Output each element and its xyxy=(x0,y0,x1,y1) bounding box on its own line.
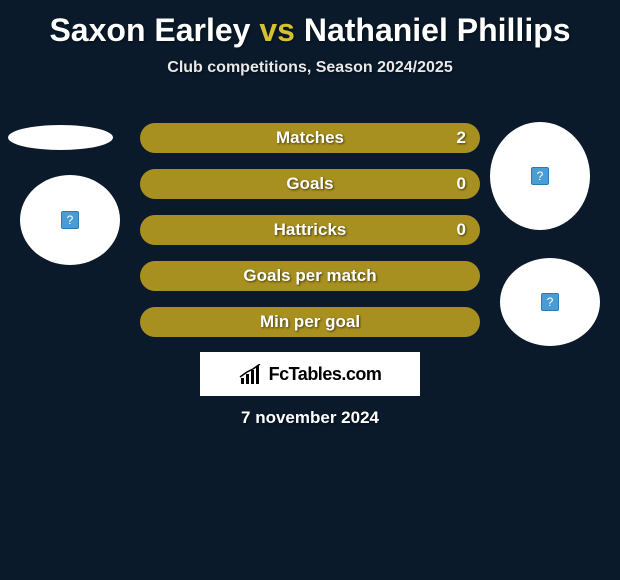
stat-label: Goals per match xyxy=(243,266,376,286)
logo-text: FcTables.com xyxy=(269,364,382,385)
date-text: 7 november 2024 xyxy=(0,408,620,428)
stat-row-hattricks: Hattricks 0 xyxy=(140,215,480,245)
stat-label: Min per goal xyxy=(260,312,360,332)
bar-chart-icon xyxy=(239,364,263,384)
stat-value: 2 xyxy=(457,128,466,148)
player2-avatar-circle: ? xyxy=(490,122,590,230)
image-placeholder-icon: ? xyxy=(541,293,559,311)
fctables-logo[interactable]: FcTables.com xyxy=(200,352,420,396)
stat-value: 0 xyxy=(457,220,466,240)
stat-value: 0 xyxy=(457,174,466,194)
player1-avatar-circle: ? xyxy=(20,175,120,265)
subtitle: Club competitions, Season 2024/2025 xyxy=(0,59,620,77)
stat-label: Goals xyxy=(286,174,333,194)
player1-name: Saxon Earley xyxy=(49,12,250,48)
stat-label: Hattricks xyxy=(274,220,347,240)
stat-row-goals-per-match: Goals per match xyxy=(140,261,480,291)
stat-row-matches: Matches 2 xyxy=(140,123,480,153)
comparison-title: Saxon Earley vs Nathaniel Phillips xyxy=(0,0,620,49)
image-placeholder-icon: ? xyxy=(61,211,79,229)
vs-text: vs xyxy=(259,12,295,48)
stats-container: Matches 2 Goals 0 Hattricks 0 Goals per … xyxy=(140,123,480,353)
player2-name: Nathaniel Phillips xyxy=(304,12,571,48)
stat-row-goals: Goals 0 xyxy=(140,169,480,199)
player2-club-circle: ? xyxy=(500,258,600,346)
stat-label: Matches xyxy=(276,128,344,148)
left-ellipse-decoration xyxy=(8,125,113,150)
image-placeholder-icon: ? xyxy=(531,167,549,185)
stat-row-min-per-goal: Min per goal xyxy=(140,307,480,337)
